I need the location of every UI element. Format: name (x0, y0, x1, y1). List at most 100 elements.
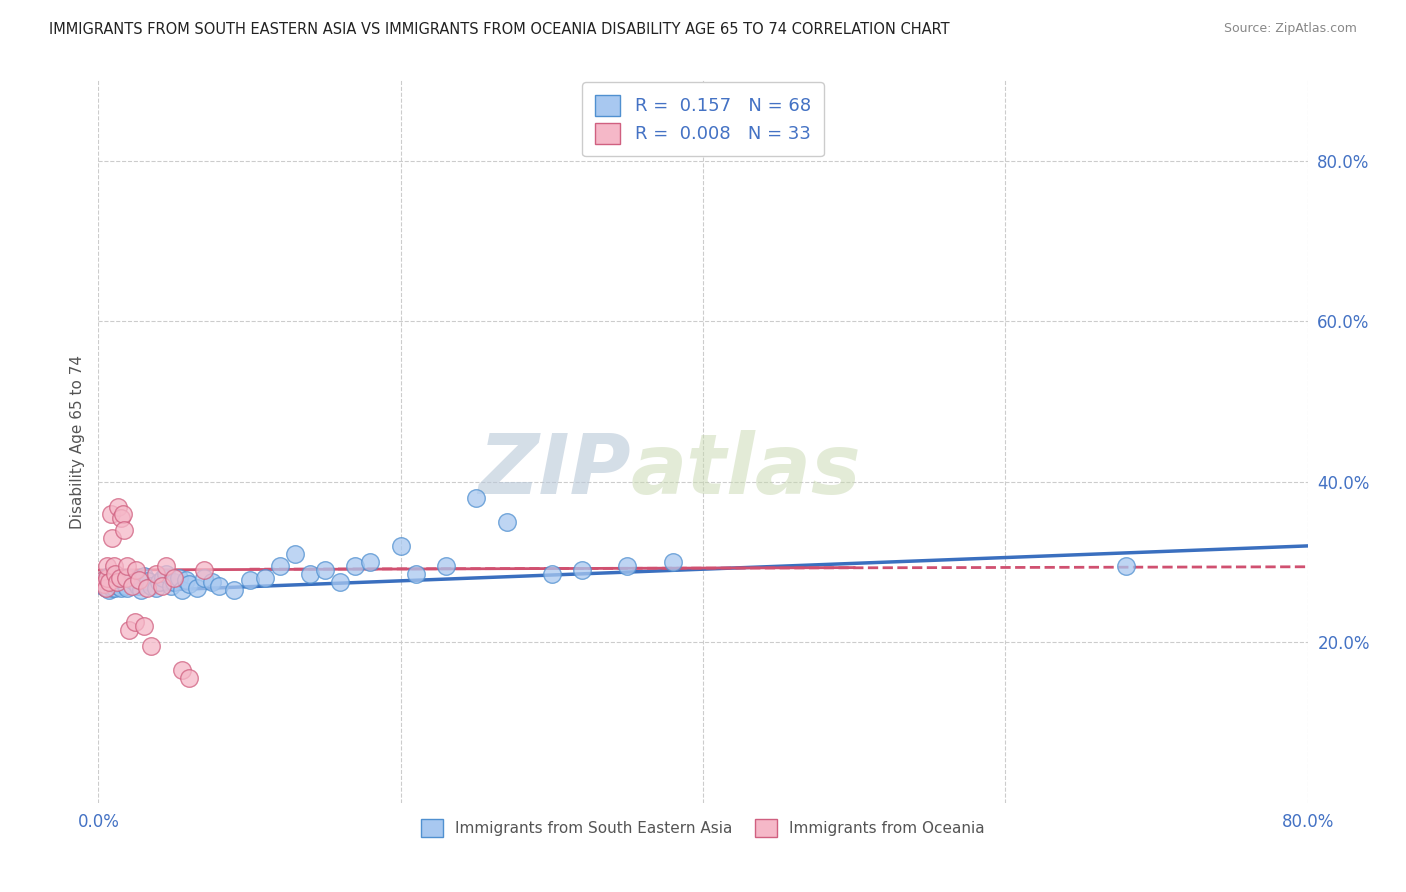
Point (124, 574, 146, 589)
Point (100, 574, 122, 589)
Point (96, 558, 118, 574)
Point (135, 581, 157, 595)
Point (284, 547, 307, 561)
Point (121, 579, 143, 593)
Point (107, 573, 129, 587)
Point (224, 583, 246, 598)
Point (103, 571, 125, 585)
Text: Source: ZipAtlas.com: Source: ZipAtlas.com (1223, 22, 1357, 36)
Point (141, 579, 163, 593)
Point (170, 583, 193, 598)
Point (314, 563, 336, 577)
Point (571, 563, 593, 577)
Point (141, 639, 163, 653)
Point (239, 573, 262, 587)
Point (540, 567, 562, 582)
Point (179, 577, 201, 591)
Point (100, 507, 122, 521)
Point (344, 558, 367, 574)
Point (115, 558, 138, 574)
Point (132, 619, 155, 633)
Point (132, 569, 155, 583)
Point (118, 571, 141, 585)
Point (179, 671, 201, 685)
Point (616, 558, 638, 574)
Point (103, 558, 125, 574)
Point (105, 568, 128, 582)
Point (253, 571, 276, 585)
Point (193, 571, 215, 585)
Point (129, 583, 152, 598)
Point (105, 574, 128, 589)
Point (94, 581, 117, 595)
Point (104, 574, 127, 589)
Point (110, 581, 132, 595)
Point (121, 573, 143, 587)
Point (208, 579, 231, 593)
Point (98, 574, 121, 589)
Point (101, 531, 124, 545)
Point (155, 567, 177, 582)
Point (145, 581, 167, 595)
Point (152, 571, 174, 585)
Point (124, 615, 146, 630)
Point (136, 574, 159, 589)
Point (108, 571, 131, 585)
Point (104, 567, 127, 582)
Point (111, 571, 134, 585)
Point (104, 581, 127, 595)
Point (661, 555, 683, 569)
Point (107, 500, 129, 515)
Point (193, 563, 215, 577)
Point (96, 577, 118, 591)
Point (103, 577, 125, 591)
Point (94, 571, 117, 585)
Point (112, 574, 135, 589)
Point (93, 574, 115, 589)
Point (405, 567, 427, 582)
Point (98, 569, 121, 583)
Point (1115, 558, 1137, 574)
Point (111, 507, 134, 521)
Point (94, 581, 117, 595)
Text: atlas: atlas (630, 430, 860, 511)
Point (434, 558, 457, 574)
Point (127, 579, 149, 593)
Point (465, 491, 488, 505)
Point (155, 558, 177, 574)
Text: IMMIGRANTS FROM SOUTH EASTERN ASIA VS IMMIGRANTS FROM OCEANIA DISABILITY AGE 65 : IMMIGRANTS FROM SOUTH EASTERN ASIA VS IM… (49, 22, 950, 37)
Point (299, 567, 322, 582)
Point (145, 567, 167, 582)
Legend: Immigrants from South Eastern Asia, Immigrants from Oceania: Immigrants from South Eastern Asia, Immi… (412, 810, 994, 846)
Point (360, 555, 382, 569)
Point (98, 583, 121, 598)
Point (93, 577, 115, 591)
Point (186, 581, 208, 595)
Point (108, 577, 131, 591)
Point (170, 664, 193, 678)
Point (112, 523, 135, 537)
Point (101, 575, 124, 590)
Point (150, 579, 173, 593)
Point (115, 581, 138, 595)
Point (125, 563, 148, 577)
Point (174, 573, 197, 587)
Point (160, 579, 183, 593)
Point (163, 574, 186, 589)
Point (101, 581, 124, 595)
Point (269, 558, 291, 574)
Point (114, 579, 136, 593)
Point (495, 515, 517, 529)
Point (148, 574, 170, 589)
Point (114, 571, 136, 585)
Point (128, 573, 150, 587)
Point (96, 571, 118, 585)
Point (105, 574, 128, 589)
Point (91, 579, 114, 593)
Point (329, 574, 352, 589)
Point (118, 623, 141, 637)
Point (107, 579, 129, 593)
Point (163, 571, 186, 585)
Point (389, 539, 412, 553)
Point (110, 510, 132, 524)
